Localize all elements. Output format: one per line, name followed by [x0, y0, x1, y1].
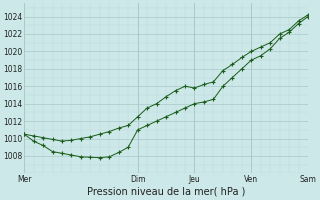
X-axis label: Pression niveau de la mer( hPa ): Pression niveau de la mer( hPa ): [87, 187, 245, 197]
